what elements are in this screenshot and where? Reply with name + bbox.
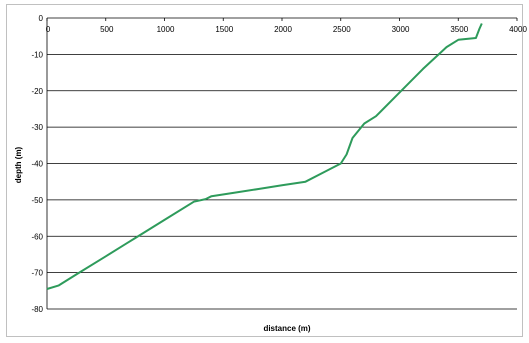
- y-tick-label: -20: [31, 87, 43, 96]
- y-tick-label: -60: [31, 232, 43, 241]
- x-tick-label: 1500: [215, 25, 233, 34]
- y-tick-labels: 0 -10 -20 -30 -40 -50 -60 -70 -80: [31, 14, 43, 314]
- x-tick-label: 2500: [333, 25, 351, 34]
- x-tick-label: 500: [100, 25, 114, 34]
- y-tick-label: -40: [31, 160, 43, 169]
- series-layer: [46, 23, 483, 290]
- series-line-0: [46, 23, 483, 290]
- y-axis-title: depth (m): [14, 146, 23, 183]
- x-tick-labels: 0 500 1000 1500 2000 2500 3000 3500 4000: [46, 25, 528, 34]
- x-tick-label: 0: [46, 25, 51, 34]
- y-tick-label: -10: [31, 50, 43, 59]
- x-tick-label: 1000: [157, 25, 175, 34]
- y-tick-label: -30: [31, 123, 43, 132]
- x-tick-label: 3000: [392, 25, 410, 34]
- grid-layer: [46, 17, 518, 310]
- y-tick-label: -50: [31, 196, 43, 205]
- x-tick-label: 3500: [450, 25, 468, 34]
- y-tick-label: -80: [31, 305, 43, 314]
- x-tick-label: 4000: [509, 25, 527, 34]
- x-tick-label: 2000: [274, 25, 292, 34]
- x-axis-title: distance (m): [263, 324, 310, 333]
- chart-frame: [6, 4, 523, 337]
- y-tick-label: 0: [39, 14, 44, 23]
- y-tick-label: -70: [31, 269, 43, 278]
